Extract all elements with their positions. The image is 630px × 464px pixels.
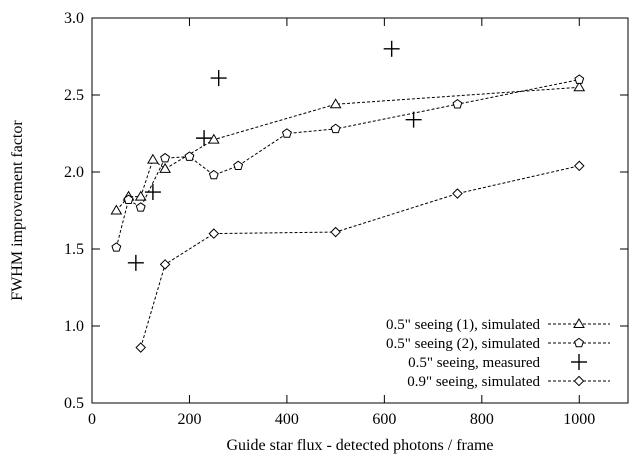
legend-label: 0.9" seeing, simulated [407, 374, 540, 390]
series-line [115, 79, 580, 248]
data-point-pentagon [123, 194, 134, 204]
y-axis-label: FWHM improvement factor [9, 120, 26, 301]
y-tick-label: 2.5 [64, 87, 84, 104]
legend-label: 0.5" seeing, measured [408, 355, 540, 371]
data-point-pentagon [135, 202, 146, 212]
data-point-diamond [452, 188, 463, 199]
plot-area: 0 200 400 600 800 1000 0.5 1.0 1.5 2.0 2.5 3.0 [64, 10, 629, 428]
legend-marker-pentagon [574, 337, 584, 348]
legend-marker-triangle [573, 318, 585, 328]
data-point-pentagon [233, 160, 244, 171]
plot-frame [91, 17, 629, 404]
data-point-pentagon [208, 169, 219, 180]
series-diamond [135, 160, 585, 353]
data-point-pentagon [160, 152, 171, 163]
data-point-triangle [573, 81, 586, 92]
legend: 0.5" seeing (1), simulated 0.5" seeing (2… [386, 317, 610, 390]
data-point-plus [144, 184, 161, 201]
data-point-diamond [573, 160, 585, 172]
y-tick-label: 2.0 [64, 164, 84, 181]
series-line [115, 86, 580, 211]
data-point-plus [127, 254, 144, 271]
data-point-diamond [135, 342, 147, 353]
x-tick-label: 0 [88, 411, 96, 428]
y-tick-label: 0.5 [64, 395, 84, 412]
legend-marker-plus [571, 354, 587, 370]
y-tick-label: 1.5 [64, 241, 84, 258]
series-plus [127, 40, 422, 271]
y-tick-label: 1.0 [64, 318, 84, 335]
data-point-triangle [110, 204, 123, 215]
data-point-plus [383, 40, 400, 57]
data-point-pentagon [184, 151, 195, 161]
data-point-triangle [147, 153, 159, 164]
legend-label: 0.5" seeing (2), simulated [386, 336, 541, 352]
series-line [140, 165, 580, 348]
data-point-diamond [208, 228, 220, 239]
data-point-plus [210, 70, 227, 87]
data-point-triangle [207, 133, 220, 144]
x-tick-label: 400 [275, 411, 299, 428]
data-point-pentagon [281, 128, 292, 138]
x-axis-label: Guide star flux - detected photons / fra… [226, 437, 493, 454]
legend-marker-diamond [573, 375, 585, 387]
series-pentagon [111, 74, 585, 252]
data-point-triangle [159, 162, 171, 173]
x-tick-label: 1000 [563, 411, 595, 428]
x-tick-label: 800 [470, 411, 494, 428]
x-tick-label: 200 [177, 411, 201, 428]
x-tick-label: 600 [372, 411, 396, 428]
data-point-diamond [330, 226, 341, 238]
data-point-triangle [134, 190, 147, 201]
data-point-pentagon [330, 123, 341, 134]
data-point-pentagon [111, 242, 122, 252]
data-point-plus [405, 111, 422, 128]
data-point-plus [196, 130, 213, 147]
data-point-diamond [159, 259, 171, 270]
data-point-pentagon [574, 74, 585, 84]
legend-label: 0.5" seeing (1), simulated [386, 317, 541, 333]
data-point-triangle [329, 98, 342, 109]
y-tick-label: 3.0 [64, 10, 84, 27]
series-triangle [110, 81, 586, 215]
data-point-pentagon [452, 99, 463, 109]
